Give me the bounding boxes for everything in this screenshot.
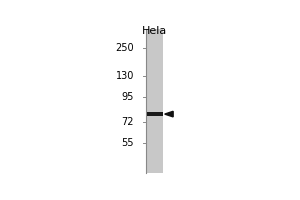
- Bar: [146, 29, 163, 173]
- Text: 55: 55: [122, 138, 134, 148]
- Polygon shape: [165, 111, 173, 117]
- Text: 250: 250: [116, 43, 134, 53]
- Text: 130: 130: [116, 71, 134, 81]
- Bar: [146, 112, 163, 116]
- Text: 72: 72: [122, 117, 134, 127]
- Text: 95: 95: [122, 92, 134, 102]
- Text: Hela: Hela: [142, 26, 167, 36]
